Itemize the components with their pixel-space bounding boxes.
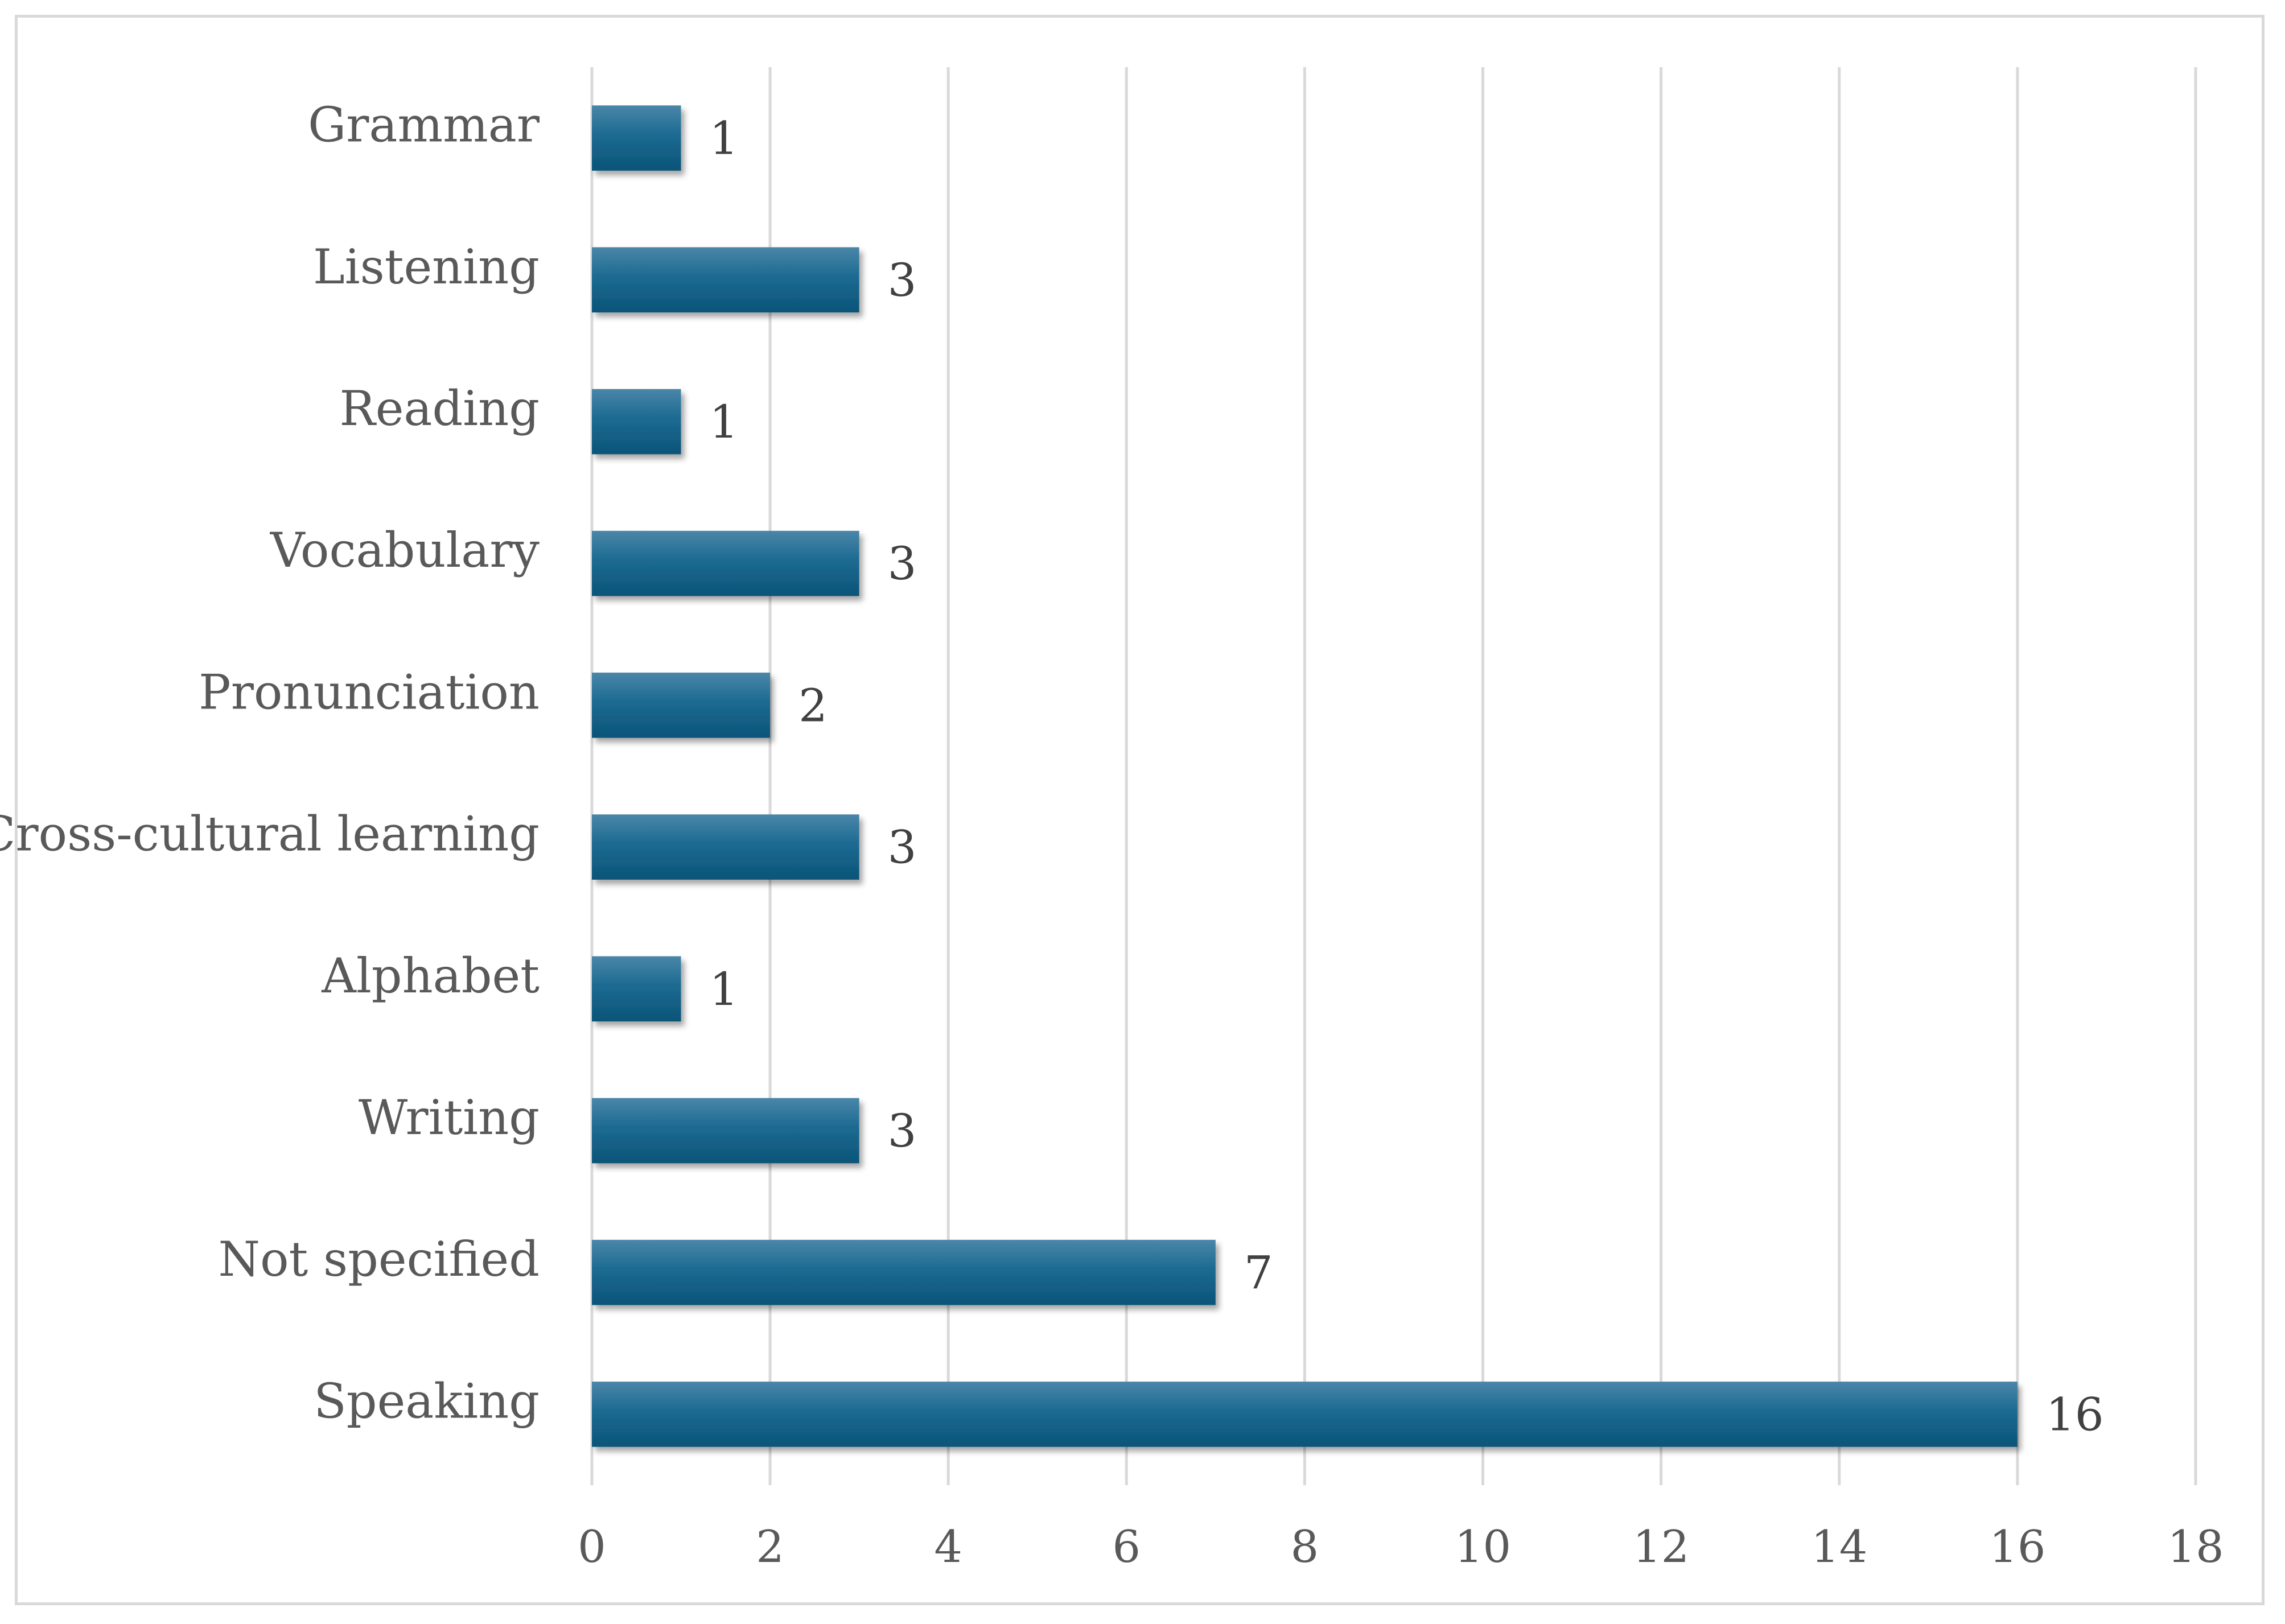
x-tick-label: 2 <box>756 1522 784 1573</box>
category-label: Listening <box>313 239 540 295</box>
bar-speaking <box>592 1382 2018 1447</box>
bar-pronunciation <box>592 673 771 738</box>
category-label: Speaking <box>314 1373 540 1429</box>
bar-reading <box>592 389 681 455</box>
x-tick-label: 14 <box>1811 1522 1867 1573</box>
x-tick-label: 6 <box>1113 1522 1141 1573</box>
bar-not-specified <box>592 1239 1216 1305</box>
category-label: Cross-cultural learning <box>0 806 540 862</box>
data-label: 3 <box>888 821 917 874</box>
data-label: 3 <box>888 1104 917 1157</box>
category-label: Alphabet <box>321 948 540 1004</box>
x-tick-label: 12 <box>1633 1522 1689 1573</box>
data-label: 1 <box>710 112 739 165</box>
bar-writing <box>592 1098 859 1164</box>
x-tick-label: 8 <box>1291 1522 1319 1573</box>
data-label: 7 <box>1244 1246 1273 1299</box>
bar-grammar <box>592 105 681 171</box>
category-label: Reading <box>339 381 540 436</box>
x-tick-label: 16 <box>1989 1522 2045 1573</box>
bar-vocabulary <box>592 530 859 596</box>
bar-listening <box>592 247 859 313</box>
category-label: Vocabulary <box>270 522 540 578</box>
bars <box>592 105 2018 1447</box>
data-label: 3 <box>888 254 917 307</box>
x-tick-label: 18 <box>2167 1522 2224 1573</box>
bar-cross-cultural-learning <box>592 814 859 880</box>
x-tick-label: 4 <box>934 1522 962 1573</box>
bar-alphabet <box>592 956 681 1022</box>
category-label: Writing <box>359 1090 540 1145</box>
data-label: 2 <box>798 679 827 732</box>
category-label: Not specified <box>218 1231 540 1287</box>
data-label: 3 <box>888 537 917 590</box>
data-label: 16 <box>2046 1388 2104 1441</box>
data-label: 1 <box>710 963 739 1016</box>
chart-frame <box>15 15 2265 1605</box>
category-label: Pronunciation <box>199 664 540 720</box>
data-label: 1 <box>710 395 739 448</box>
category-label: Grammar <box>308 97 540 153</box>
x-tick-label: 10 <box>1455 1522 1511 1573</box>
x-tick-label: 0 <box>578 1522 606 1573</box>
